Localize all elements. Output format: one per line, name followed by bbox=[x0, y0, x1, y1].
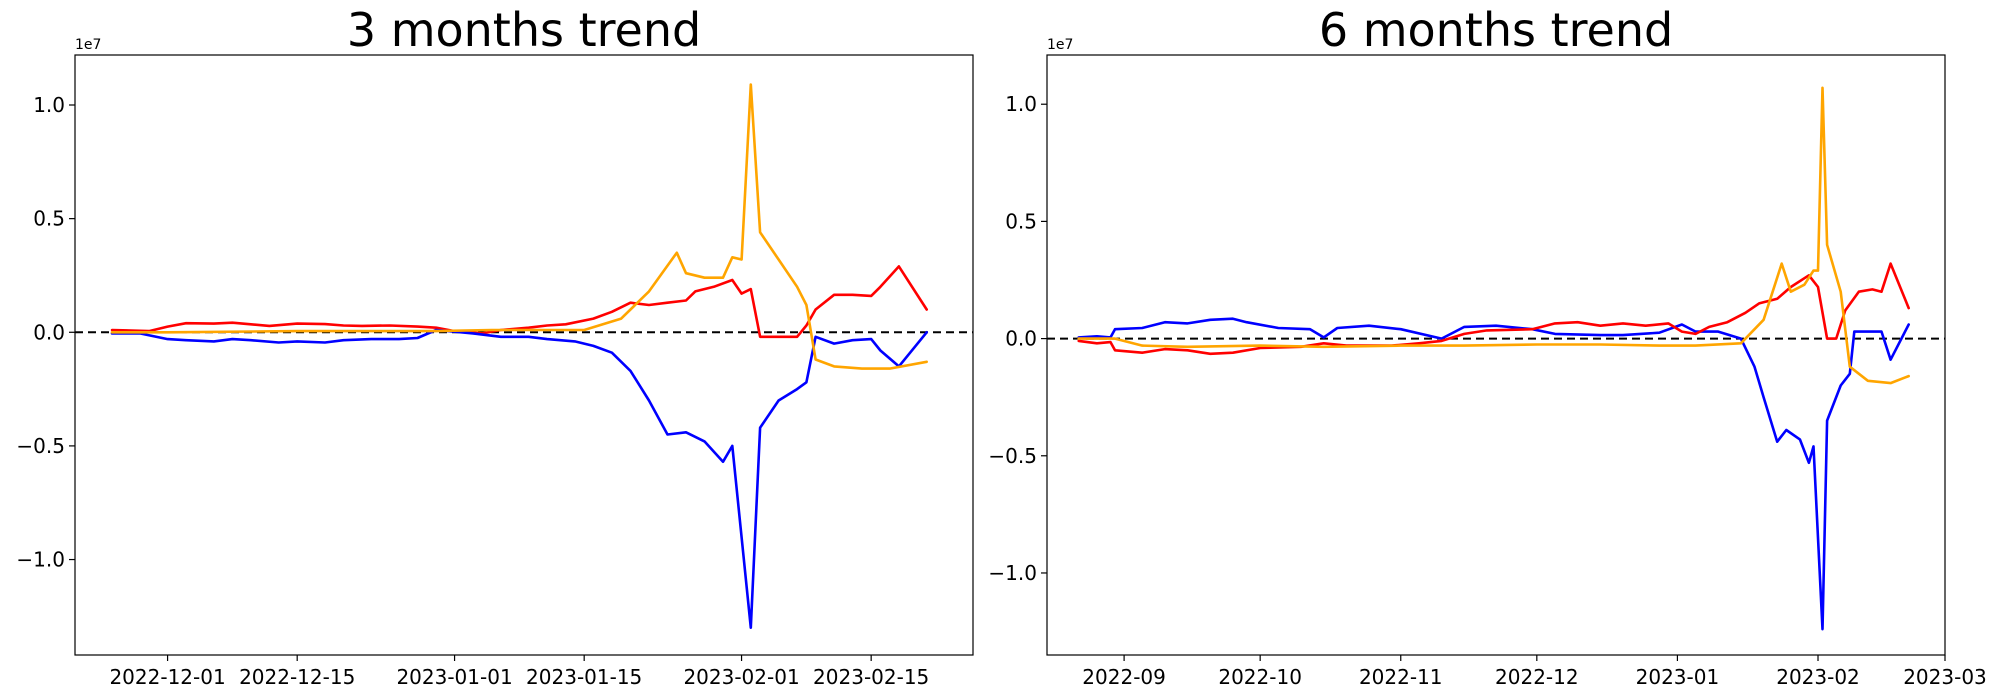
y-tick-label: 0.5 bbox=[33, 207, 65, 231]
plot-frame bbox=[74, 54, 974, 656]
x-tick-label: 2023-02-01 bbox=[683, 665, 799, 689]
series-line-2 bbox=[110, 328, 929, 630]
series-line-1 bbox=[1077, 317, 1910, 631]
chart-title: 3 months trend bbox=[347, 3, 701, 57]
y-tick-label: 0.5 bbox=[1005, 209, 1037, 233]
x-tick-label: 2022-12-15 bbox=[239, 665, 355, 689]
x-tick-label: 2022-12 bbox=[1495, 665, 1579, 689]
series-line-1 bbox=[110, 265, 929, 339]
y-tick-label: 1.0 bbox=[1005, 92, 1037, 116]
series-line-3 bbox=[110, 83, 929, 370]
y-tick-label: 0.0 bbox=[1005, 327, 1037, 351]
y-tick-label: 0.0 bbox=[33, 320, 65, 344]
y-tick-label: −0.5 bbox=[16, 434, 65, 458]
x-tick-label: 2023-02 bbox=[1776, 665, 1860, 689]
plot-frame bbox=[1046, 54, 1946, 656]
chart-title: 6 months trend bbox=[1319, 3, 1673, 57]
series-group bbox=[1047, 86, 1945, 631]
x-tick-label: 2022-12-01 bbox=[109, 665, 225, 689]
y-tick-label: −1.0 bbox=[16, 548, 65, 572]
x-tick-label: 2023-01-15 bbox=[526, 665, 642, 689]
chart-3-months: 3 months trend 1.0 0.5 0.0 −0.5 −1.0 1e7 2022-1… bbox=[16, 3, 974, 689]
x-tick-label: 2023-01 bbox=[1636, 665, 1720, 689]
y-offset-label: 1e7 bbox=[1047, 37, 1073, 53]
series-group bbox=[75, 83, 973, 630]
x-tick-label: 2022-10 bbox=[1218, 665, 1302, 689]
series-line-3 bbox=[1077, 86, 1910, 385]
x-tick-label: 2023-01-01 bbox=[396, 665, 512, 689]
chart-6-months: 6 months trend 1.0 0.5 0.0 −0.5 −1.0 1e7 2022-0… bbox=[988, 3, 1986, 689]
x-tick-label: 2023-02-15 bbox=[813, 665, 929, 689]
y-tick-label: 1.0 bbox=[33, 93, 65, 117]
y-tick-label: −1.0 bbox=[988, 561, 1037, 585]
y-offset-label: 1e7 bbox=[75, 37, 101, 53]
x-tick-label: 2023-03 bbox=[1903, 665, 1987, 689]
x-tick-label: 2022-11 bbox=[1359, 665, 1443, 689]
x-tick-label: 2022-09 bbox=[1082, 665, 1166, 689]
series-line-2 bbox=[1077, 262, 1910, 356]
y-tick-label: −0.5 bbox=[988, 444, 1037, 468]
